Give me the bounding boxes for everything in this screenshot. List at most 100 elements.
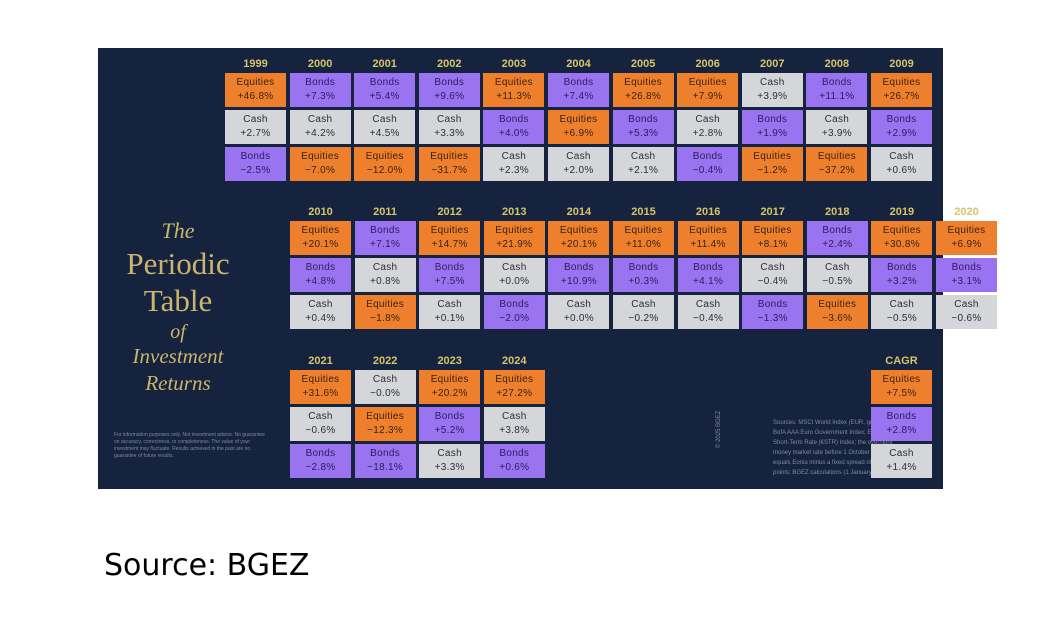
year-column-2010: 2010 Equities +20.1% Bonds +4.8% Cash +0.4% <box>290 204 351 332</box>
asset-cell-bonds: Bonds +1.9% <box>741 110 803 144</box>
asset-name: Cash <box>695 114 720 125</box>
asset-name: Bonds <box>628 262 659 273</box>
asset-name: Equities <box>753 225 792 236</box>
asset-cell-cash: Cash +3.3% <box>418 110 480 144</box>
year-label: 2010 <box>308 206 333 218</box>
asset-cell-equities: Equities −1.8% <box>354 295 416 329</box>
asset-cell-bonds: Bonds +10.9% <box>548 258 610 292</box>
asset-cell-equities: Equities +6.9% <box>936 221 997 255</box>
asset-cell-cash: Cash +0.1% <box>419 295 481 329</box>
asset-cell-bonds: Bonds −2.8% <box>290 444 351 478</box>
asset-return: +0.0% <box>563 313 594 324</box>
asset-name: Cash <box>889 299 915 310</box>
asset-cell-cash: Cash +4.5% <box>354 110 416 144</box>
asset-cell-cash: Cash +1.4% <box>871 444 932 478</box>
asset-return: +2.8% <box>886 425 917 436</box>
year-column-2011: 2011 Bonds +7.1% Cash +0.8% Equities −1.8% <box>354 204 416 332</box>
asset-return: −0.5% <box>886 313 917 324</box>
asset-cell-cash: Cash −0.5% <box>871 295 933 329</box>
asset-return: +2.1% <box>628 165 659 176</box>
asset-name: Equities <box>365 151 404 162</box>
year-label: 2018 <box>825 206 850 218</box>
asset-cell-equities: Equities −37.2% <box>806 147 868 181</box>
asset-name: Equities <box>817 151 856 162</box>
asset-cell-bonds: Bonds −2.5% <box>225 147 286 181</box>
asset-return: +7.3% <box>305 91 336 102</box>
asset-cell-equities: Equities +6.9% <box>548 110 609 144</box>
asset-cell-bonds: Bonds +7.5% <box>419 258 481 292</box>
sources-text: Sources: MSCI World Index (EUR, gross); … <box>773 420 898 476</box>
asset-name: Bonds <box>563 77 594 88</box>
asset-name: Cash <box>501 151 527 162</box>
year-column-cagr: CAGR Equities +7.5% Bonds +2.8% Cash +1.4% <box>871 353 932 481</box>
asset-return: +3.1% <box>951 276 982 287</box>
asset-cell-equities: Equities +11.0% <box>613 221 674 255</box>
asset-name: Equities <box>624 225 663 236</box>
year-column-2015: 2015 Equities +11.0% Bonds +0.3% Cash −0.2% <box>613 204 674 332</box>
asset-return: −12.0% <box>366 165 403 176</box>
asset-return: −7.0% <box>305 165 336 176</box>
year-column-2022: 2022 Cash −0.0% Equities −12.3% Bonds −18.1% <box>354 353 416 481</box>
asset-return: +2.4% <box>822 239 853 250</box>
asset-name: Equities <box>882 225 921 236</box>
asset-cell-cash: Cash +0.6% <box>871 147 932 181</box>
asset-return: −0.6% <box>951 313 982 324</box>
asset-return: +2.3% <box>498 165 529 176</box>
asset-return: −37.2% <box>818 165 855 176</box>
year-column-2007: 2007 Cash +3.9% Bonds +1.9% Equities −1.2% <box>741 56 803 184</box>
asset-return: +0.0% <box>499 276 530 287</box>
asset-cell-bonds: Bonds +2.4% <box>806 221 868 255</box>
asset-cell-cash: Cash −0.2% <box>613 295 674 329</box>
asset-return: +21.9% <box>496 239 533 250</box>
asset-name: Bonds <box>370 225 401 236</box>
asset-return: +0.1% <box>434 313 465 324</box>
asset-cell-cash: Cash −0.0% <box>354 370 416 404</box>
asset-cell-bonds: Bonds +7.3% <box>289 73 351 107</box>
asset-cell-bonds: Bonds +7.1% <box>354 221 416 255</box>
year-label: 2009 <box>889 58 914 70</box>
asset-cell-bonds: Bonds +5.3% <box>612 110 674 144</box>
asset-return: +3.9% <box>757 91 788 102</box>
asset-return: +3.8% <box>499 425 530 436</box>
asset-cell-bonds: Bonds −1.3% <box>742 295 804 329</box>
asset-return: −2.5% <box>240 165 271 176</box>
asset-return: +5.4% <box>369 91 400 102</box>
asset-cell-bonds: Bonds +2.9% <box>871 110 932 144</box>
asset-name: Cash <box>954 299 979 310</box>
asset-name: Bonds <box>886 262 917 273</box>
asset-return: +0.6% <box>499 462 530 473</box>
year-label: 2024 <box>502 355 527 367</box>
year-column-2013: 2013 Equities +21.9% Cash +0.0% Bonds −2.0% <box>483 204 545 332</box>
year-column-2023: 2023 Equities +20.2% Bonds +5.2% Cash +3.3% <box>419 353 481 481</box>
year-label: 2000 <box>307 58 333 70</box>
asset-cell-cash: Cash +0.0% <box>548 295 610 329</box>
asset-cell-equities: Equities +26.8% <box>612 73 674 107</box>
asset-name: Equities <box>753 151 792 162</box>
year-column-2005: 2005 Equities +26.8% Bonds +5.3% Cash +2.1% <box>612 56 674 184</box>
year-column-2004: 2004 Bonds +7.4% Equities +6.9% Cash +2.0% <box>548 56 609 184</box>
asset-cell-equities: Equities +7.9% <box>677 73 739 107</box>
asset-cell-bonds: Bonds +9.6% <box>418 73 480 107</box>
year-column-2021: 2021 Equities +31.6% Cash −0.6% Bonds −2.8% <box>290 353 351 481</box>
asset-cell-equities: Equities −1.2% <box>741 147 803 181</box>
asset-cell-cash: Cash −0.6% <box>290 407 351 441</box>
asset-cell-bonds: Bonds +0.3% <box>613 258 674 292</box>
asset-return: +11.4% <box>690 239 726 250</box>
asset-name: Bonds <box>693 262 724 273</box>
asset-name: Bonds <box>499 299 530 310</box>
asset-name: Cash <box>566 151 591 162</box>
asset-return: +7.9% <box>692 91 723 102</box>
asset-cell-equities: Equities −7.0% <box>289 147 351 181</box>
year-label: 2015 <box>631 206 656 218</box>
asset-cell-bonds: Bonds +5.4% <box>354 73 416 107</box>
title-the: The <box>161 218 195 243</box>
asset-cell-cash: Cash +2.7% <box>225 110 286 144</box>
asset-cell-cash: Cash −0.4% <box>677 295 739 329</box>
asset-return: +26.8% <box>625 91 662 102</box>
year-column-2012: 2012 Equities +14.7% Bonds +7.5% Cash +0.1% <box>419 204 481 332</box>
asset-cell-equities: Equities +11.3% <box>483 73 545 107</box>
asset-cell-equities: Equities +7.5% <box>871 370 932 404</box>
asset-name: Equities <box>882 77 921 88</box>
asset-name: Cash <box>307 114 333 125</box>
year-label: 2004 <box>566 58 591 70</box>
